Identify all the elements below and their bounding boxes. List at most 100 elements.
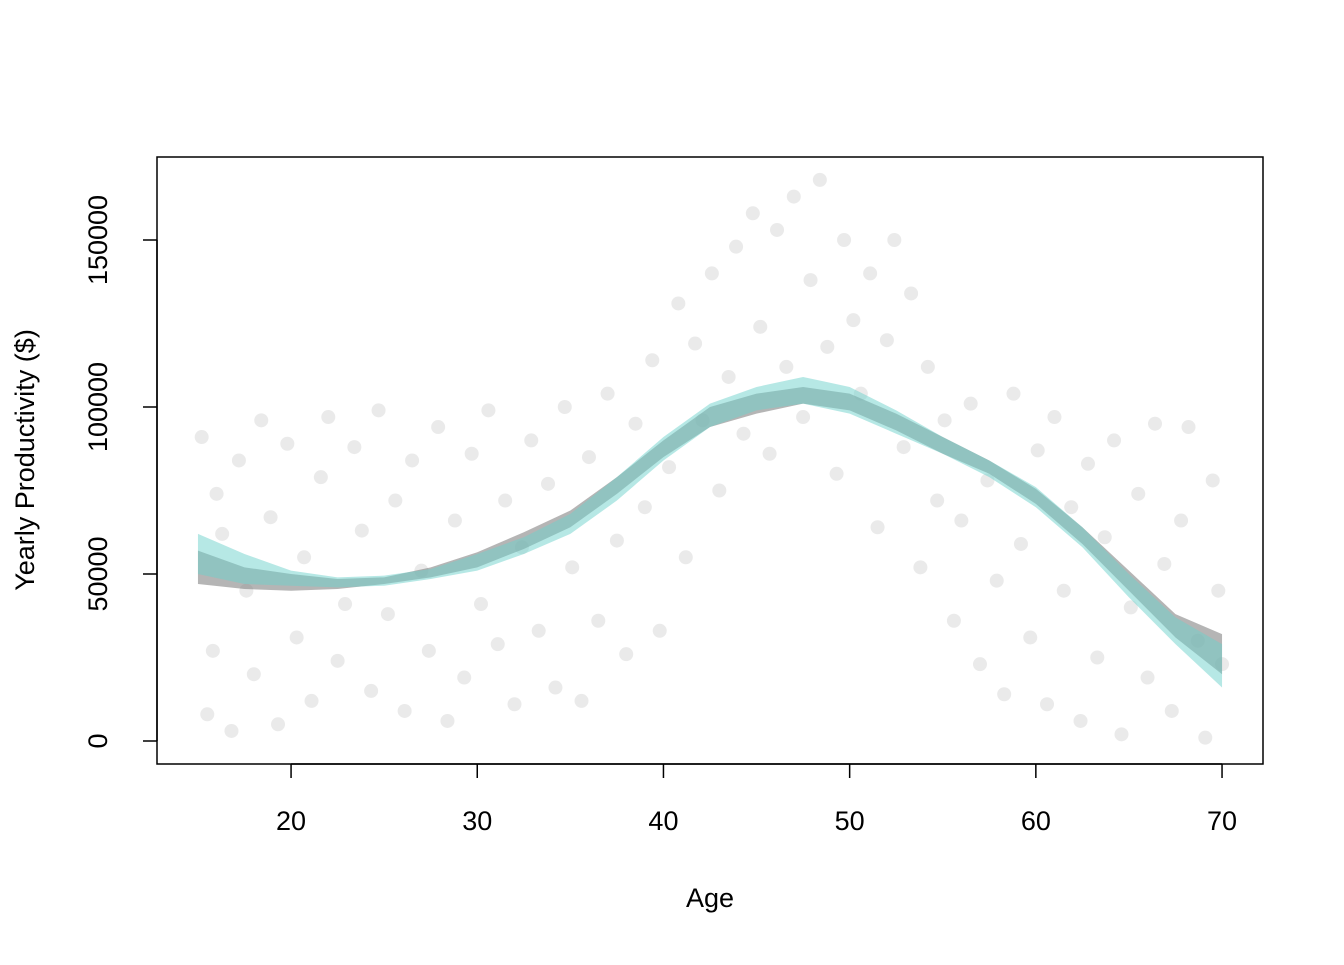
scatter-point [989,573,1004,588]
scatter-point [338,597,353,612]
scatter-point [371,403,386,418]
scatter-point [447,513,462,528]
scatter-point [246,667,261,682]
scatter-point [913,560,928,575]
scatter-point [863,266,878,281]
scatter-point [803,273,818,288]
scatter-point [1013,536,1028,551]
scatter-point [930,493,945,508]
scatter-point [997,687,1012,702]
scatter-point [209,486,224,501]
scatter-point [354,523,369,538]
scatter-point [591,613,606,628]
scatter-point [280,436,295,451]
scatter-point [405,453,420,468]
scatter-point [531,623,546,638]
scatter-point [920,359,935,374]
scatter-point [473,597,488,612]
scatter-point [946,613,961,628]
scatter-point [954,513,969,528]
scatter-point [1198,730,1213,745]
scatter-point [1148,416,1163,431]
scatter-point [1164,703,1179,718]
scatter-point [820,339,835,354]
scatter-point [619,647,634,662]
plot-frame [156,156,1264,765]
scatter-point [753,319,768,334]
x-tick-label: 30 [462,806,492,836]
scatter-point [289,630,304,645]
scatter-point [762,446,777,461]
scatter-point [896,440,911,455]
scatter-point [481,403,496,418]
scatter-point [457,670,472,685]
scatter-point [1123,600,1138,615]
scatter-point [779,359,794,374]
scatter-point [729,239,744,254]
scatter-point [304,693,319,708]
scatter-point [431,420,446,435]
confidence-band [197,376,1223,688]
scatter-point [628,416,643,431]
scatter-point [397,703,412,718]
scatter-point [194,430,209,445]
scatter-point [1064,500,1079,515]
scatter-point [231,453,246,468]
scatter-point [736,426,751,441]
scatter-point [963,396,978,411]
scatter-point [837,232,852,247]
scatter-point [652,623,667,638]
scatter-point [541,476,556,491]
scatter-point [887,232,902,247]
scatter-point [1181,420,1196,435]
scatter-point [464,446,479,461]
scatter-point [662,460,677,475]
scatter-point [215,526,230,541]
scatter-point [1030,443,1045,458]
scatter-point [490,637,505,652]
scatter-point [388,493,403,508]
scatter-point [313,470,328,485]
scatter-point [498,493,513,508]
scatter-point [637,500,652,515]
scatter-point [671,296,686,311]
scatter-point [557,399,572,414]
scatter-point [254,413,269,428]
scatter-point [1006,386,1021,401]
scatter-point [770,222,785,237]
scatter-point [1205,473,1220,488]
x-tick-label: 50 [835,806,865,836]
scatter-point [1174,513,1189,528]
scatter-point [829,466,844,481]
scatter-point [1157,556,1172,571]
scatter-point [581,450,596,465]
scatter-point [1211,583,1226,598]
scatter-point [263,510,278,525]
scatter-point [609,533,624,548]
scatter-point [507,697,522,712]
scatter-point [1090,650,1105,665]
x-tick-label: 20 [276,806,306,836]
scatter-point [704,266,719,281]
y-axis-label: Yearly Productivity ($) [10,329,40,591]
y-tick-label: 50000 [83,536,113,611]
scatter-point [1073,713,1088,728]
scatter-point [548,680,563,695]
scatter-point [380,607,395,622]
scatter-point [205,643,220,658]
scatter-point [421,643,436,658]
scatter-point [870,520,885,535]
scatter-point [812,172,827,187]
scatter-point [1114,727,1129,742]
scatter-point [271,717,286,732]
x-axis-label: Age [686,883,734,913]
scatter-point [297,550,312,565]
scatter-point [1131,486,1146,501]
scatter-point [1140,670,1155,685]
scatter-point [321,410,336,425]
y-tick-label: 0 [83,733,113,748]
scatter-point [565,560,580,575]
scatter-point [796,410,811,425]
scatter-point [645,353,660,368]
